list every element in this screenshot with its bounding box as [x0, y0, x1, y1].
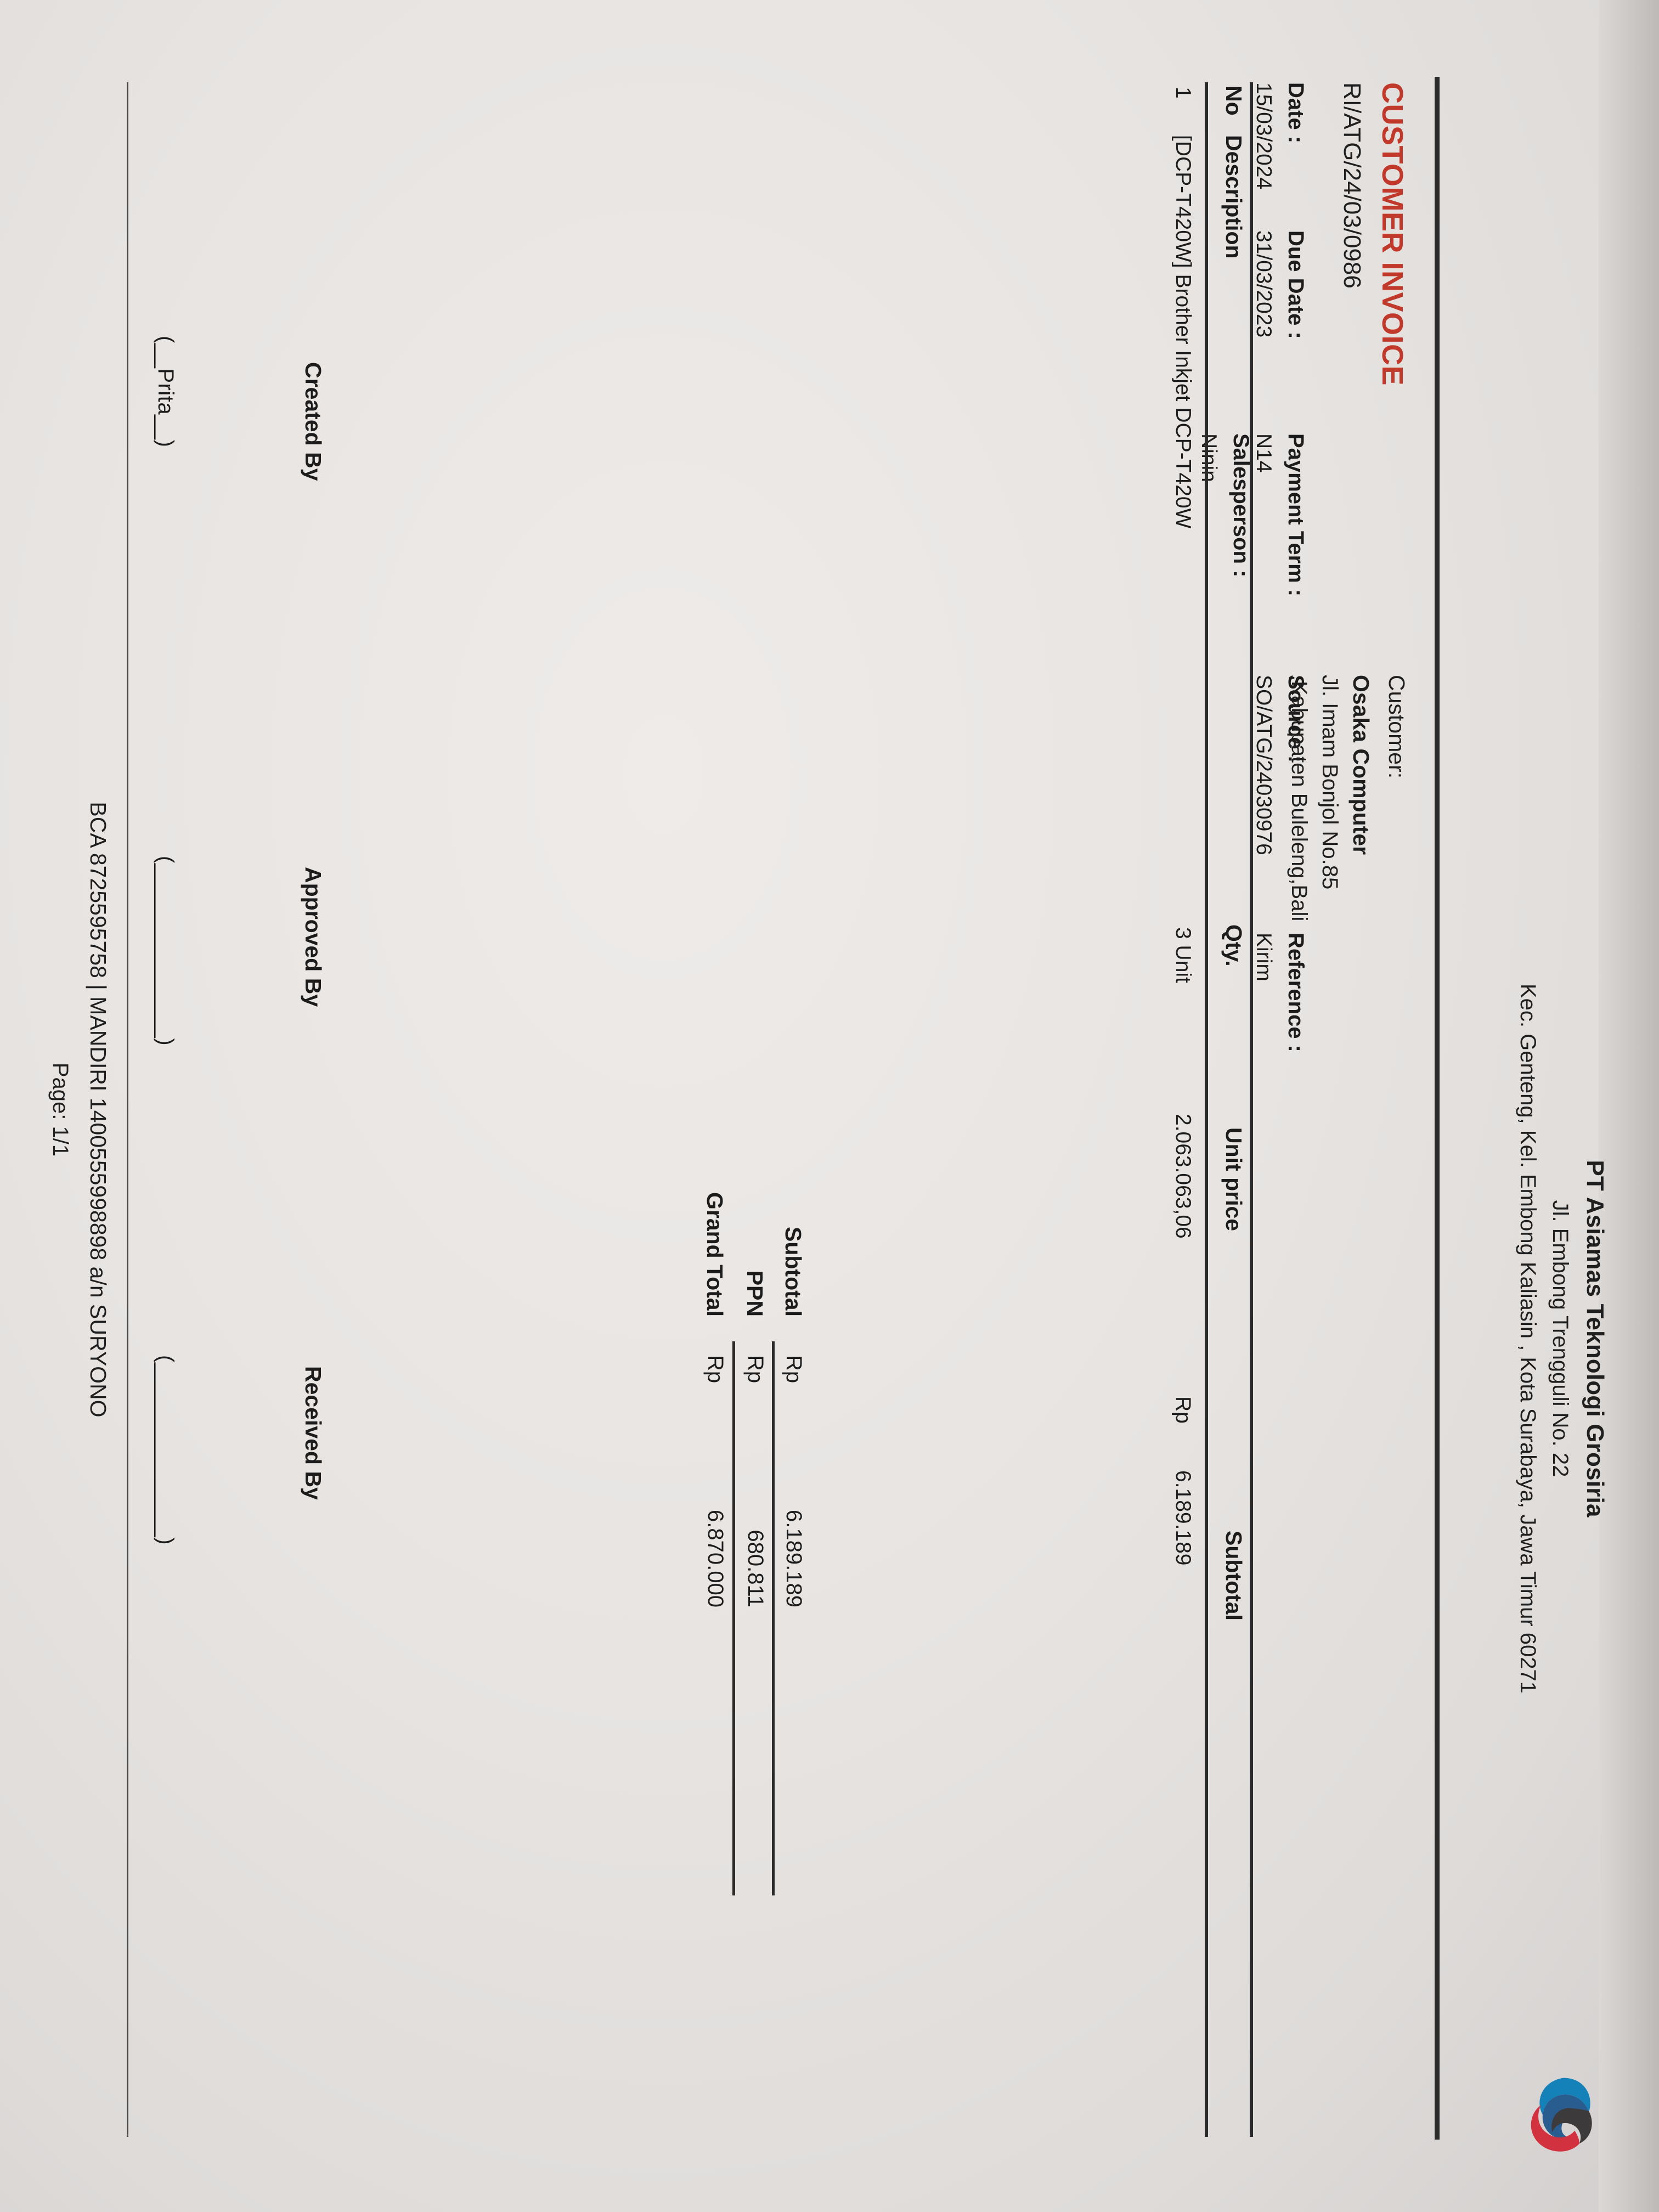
customer-address-line-1: Jl. Imam Bonjol No.85	[1318, 675, 1342, 890]
customer-label: Customer:	[1384, 675, 1409, 779]
cell-description: [DCP-T420W] Brother Inkjet DCP-T420W	[1171, 135, 1195, 529]
field-payment-term-label: Payment Term :	[1284, 433, 1308, 597]
cell-subtotal: 6.189.189	[1171, 1470, 1195, 1566]
page-title: CUSTOMER INVOICE	[1376, 82, 1409, 386]
field-reference: Reference : Kirim	[1251, 933, 1308, 1052]
field-due-date-value: 31/03/2023	[1252, 230, 1276, 338]
field-payment-term: Payment Term : N14	[1251, 433, 1308, 596]
received-by-name: (______________)	[154, 1355, 178, 1545]
header-divider	[1435, 77, 1440, 2140]
ppn-label: PPN	[742, 1270, 768, 1317]
company-header: PT Asiamas Teknologi Grosiria Jl. Embong…	[1515, 631, 1609, 2046]
field-source: Source : SO/ATG/24030976	[1251, 675, 1308, 855]
field-due-date-label: Due Date :	[1284, 230, 1308, 339]
approved-by-title: Approved By	[301, 867, 326, 1007]
received-by-title: Received By	[301, 1366, 326, 1500]
column-header-description: Description	[1221, 135, 1246, 259]
grand-total-value: 6.870.000	[703, 1510, 727, 1607]
subtotal-value: 6.189.189	[782, 1510, 806, 1607]
field-date-value: 15/03/2024	[1252, 82, 1276, 190]
column-header-no: No	[1221, 86, 1246, 116]
cell-no: 1	[1171, 87, 1195, 99]
cell-qty: 3 Unit	[1171, 927, 1195, 983]
company-address-line-1: Jl. Embong Trengguli No. 22	[1548, 1200, 1572, 1477]
field-date: Date : 15/03/2024	[1251, 82, 1308, 189]
invoice-number: RI/ATG/24/03/0986	[1339, 82, 1365, 289]
cell-unit-price: 2.063.063,06	[1171, 1114, 1195, 1239]
cell-currency: Rp	[1171, 1396, 1195, 1424]
column-header-qty: Qty.	[1221, 924, 1246, 967]
field-source-label: Source :	[1284, 675, 1308, 763]
table-top-border	[1250, 82, 1253, 2137]
table-header-row: No Description Qty. Unit price Subtotal	[1212, 82, 1246, 2137]
column-header-subtotal: Subtotal	[1221, 1531, 1246, 1621]
subtotal-currency: Rp	[782, 1355, 806, 1384]
field-reference-value: Kirim	[1252, 933, 1276, 981]
footer-divider	[127, 82, 128, 2137]
field-date-label: Date :	[1284, 82, 1308, 144]
field-reference-label: Reference :	[1284, 933, 1308, 1052]
table-row: 1 [DCP-T420W] Brother Inkjet DCP-T420W 3…	[1162, 82, 1195, 2137]
ppn-currency: Rp	[743, 1355, 768, 1384]
table-header-border	[1205, 82, 1208, 2137]
company-address-line-2: Kec. Genteng, Kel. Embong Kaliasin , Kot…	[1516, 983, 1540, 1694]
approved-by-name: (______________)	[154, 856, 178, 1046]
grand-total-currency: Rp	[703, 1355, 727, 1384]
field-source-value: SO/ATG/24030976	[1252, 675, 1276, 855]
field-due-date: Due Date : 31/03/2023	[1251, 230, 1308, 339]
bank-accounts: BCA 8725595758 | MANDIRI 1400555998898 a…	[86, 802, 111, 1418]
asiamas-logo	[1519, 2068, 1601, 2164]
created-by-name: (__Prita__)	[154, 336, 178, 448]
subtotal-underline	[772, 1341, 775, 1895]
company-name: PT Asiamas Teknologi Grosiria	[1582, 1160, 1609, 1517]
created-by-title: Created By	[301, 362, 326, 481]
field-payment-term-value: N14	[1252, 433, 1276, 473]
ppn-value: 680.811	[743, 1530, 768, 1607]
subtotal-label: Subtotal	[781, 1227, 806, 1317]
paper-edge-shadow	[1599, 0, 1659, 2212]
customer-name: Osaka Computer	[1348, 675, 1374, 855]
page-number: Page: 1/1	[48, 1062, 72, 1157]
grand-total-label: Grand Total	[702, 1192, 727, 1317]
ppn-underline	[732, 1341, 735, 1895]
column-header-unit-price: Unit price	[1221, 1127, 1246, 1232]
